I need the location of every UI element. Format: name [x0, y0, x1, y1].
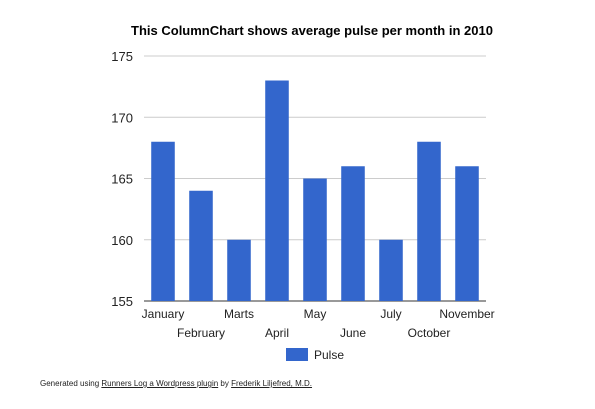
- x-tick-label: Marts: [224, 307, 254, 321]
- author-link[interactable]: Frederik Liljefred, M.D.: [231, 379, 313, 388]
- x-tick-label: July: [380, 307, 401, 321]
- x-tick-label: November: [439, 307, 494, 321]
- bar[interactable]: [379, 239, 403, 301]
- chart-title: This ColumnChart shows average pulse per…: [131, 23, 493, 38]
- footer-prefix: Generated using: [40, 379, 102, 388]
- bar[interactable]: [189, 190, 213, 301]
- column-chart: This ColumnChart shows average pulse per…: [111, 23, 495, 362]
- x-tick-label: February: [177, 326, 225, 340]
- bars: [151, 80, 479, 302]
- x-tick-label: May: [304, 307, 327, 321]
- y-tick-label: 165: [111, 172, 133, 187]
- footer-middle: by: [218, 379, 232, 388]
- bar[interactable]: [303, 178, 327, 302]
- bar[interactable]: [151, 141, 175, 301]
- bar[interactable]: [455, 166, 479, 301]
- bar[interactable]: [341, 166, 365, 301]
- x-tick-label: June: [340, 326, 366, 340]
- legend-label: Pulse: [314, 348, 344, 362]
- y-tick-label: 170: [111, 110, 133, 125]
- y-tick-label: 155: [111, 294, 133, 309]
- y-tick-label: 160: [111, 233, 133, 248]
- y-tick-label: 175: [111, 49, 133, 64]
- footer-credit: Generated using Runners Log a Wordpress …: [40, 379, 312, 388]
- legend[interactable]: Pulse: [286, 348, 344, 362]
- bar[interactable]: [227, 239, 251, 301]
- bar[interactable]: [417, 141, 441, 301]
- y-axis-ticks: 155 160 165 170 175: [111, 49, 133, 309]
- x-tick-label: April: [265, 326, 289, 340]
- x-tick-label: January: [142, 307, 185, 321]
- plugin-link[interactable]: Runners Log a Wordpress plugin: [101, 379, 219, 388]
- bar[interactable]: [265, 80, 289, 302]
- legend-swatch: [286, 348, 308, 361]
- x-tick-label: October: [408, 326, 451, 340]
- x-axis-ticks: January February Marts April May June July Octo…: [142, 307, 495, 340]
